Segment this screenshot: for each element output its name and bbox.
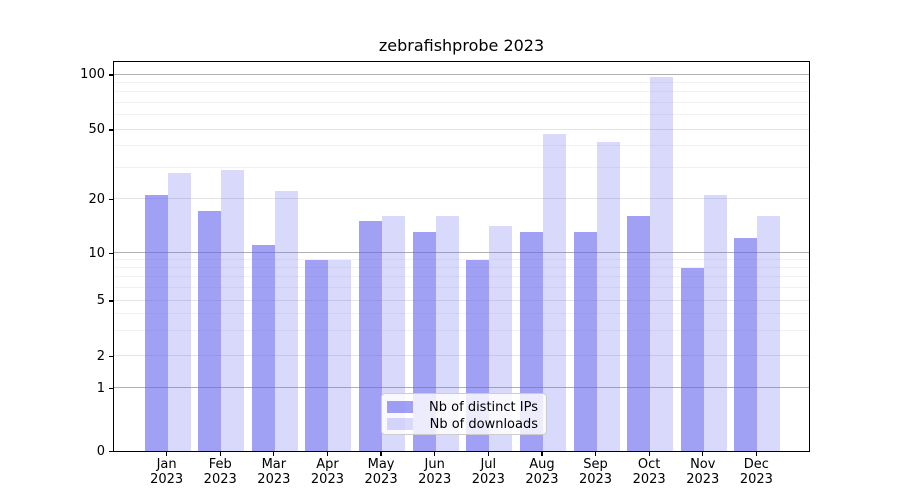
y-axis-tick-label: 20: [88, 191, 105, 207]
bar-downloads: [274, 191, 298, 451]
gridline-minor: [114, 91, 809, 93]
plot-area: Nb of distinct IPs Nb of downloads: [113, 60, 810, 452]
x-axis-tick-label: Mar 2023: [257, 456, 291, 487]
x-axis-tick-label: Feb 2023: [203, 456, 237, 487]
bar-downloads: [596, 142, 620, 451]
bar-downloads: [382, 215, 406, 451]
bar-downloads: [650, 77, 674, 451]
bar-downloads: [167, 173, 191, 451]
bar-downloads: [757, 215, 781, 451]
gridline-minor: [114, 267, 809, 269]
bar-downloads: [435, 215, 459, 451]
bar-distinct-ips: [734, 238, 758, 451]
gridline-minor: [114, 313, 809, 315]
x-axis-tick-label: Sep 2023: [578, 456, 613, 487]
bar-distinct-ips: [305, 259, 329, 451]
x-axis-tick-label: Dec 2023: [739, 456, 773, 487]
bar-distinct-ips: [573, 232, 597, 451]
legend-swatch-downloads: [387, 418, 413, 430]
gridline-minor: [114, 287, 809, 289]
y-axis-tick: [108, 198, 113, 201]
gridline-major: [114, 198, 809, 199]
x-axis-tick: [273, 451, 275, 456]
x-axis-tick-label: Apr 2023: [310, 456, 344, 487]
bar-downloads: [328, 259, 352, 451]
legend-label-downloads: Nb of downloads: [429, 416, 538, 432]
gridline-minor: [114, 81, 809, 83]
y-axis-tick: [108, 387, 113, 390]
x-axis-tick-label: Oct 2023: [632, 456, 666, 487]
x-axis-tick: [702, 451, 704, 456]
y-axis-tick-label: 0: [96, 443, 105, 459]
bar-downloads: [221, 170, 245, 451]
x-axis-tick: [594, 451, 597, 456]
x-axis-tick: [755, 451, 758, 456]
gridline-major: [114, 299, 809, 301]
gridline-major: [114, 252, 809, 253]
x-axis-tick: [434, 451, 436, 456]
bar-distinct-ips: [627, 215, 651, 451]
gridline-minor: [114, 259, 809, 261]
gridline-minor: [114, 167, 809, 169]
x-axis-tick: [326, 451, 329, 456]
x-axis-tick: [487, 451, 489, 456]
y-axis-tick-label: 1: [96, 380, 105, 396]
bar-distinct-ips: [144, 194, 168, 451]
y-axis-tick-label: 2: [96, 348, 105, 364]
bar-downloads: [703, 194, 727, 451]
gridline-minor: [114, 114, 809, 116]
y-axis-tick: [108, 450, 113, 453]
gridline-minor: [114, 330, 809, 332]
y-axis-tick: [108, 74, 113, 76]
gridline-minor: [114, 276, 809, 278]
gridline-major: [114, 387, 809, 388]
x-axis-tick-label: Jul 2023: [471, 456, 505, 487]
x-axis-tick: [648, 451, 650, 456]
x-axis-tick-label: Nov 2023: [686, 456, 720, 487]
y-axis-tick: [108, 252, 113, 255]
x-axis-tick-label: Jun 2023: [418, 456, 452, 487]
legend-item-downloads: Nb of downloads: [387, 416, 538, 433]
y-axis-tick-label: 10: [88, 245, 105, 261]
legend-swatch-distinct-ips: [387, 401, 413, 413]
bar-distinct-ips: [359, 220, 383, 451]
gridline-minor: [114, 145, 809, 147]
x-axis-tick: [219, 451, 221, 456]
bar-distinct-ips: [198, 211, 222, 451]
x-axis-tick: [541, 451, 543, 456]
gridline-major: [114, 73, 809, 75]
y-axis-tick-label: 100: [80, 67, 105, 82]
y-axis-tick: [108, 129, 113, 131]
x-axis-tick-label: Jan 2023: [150, 456, 184, 487]
y-axis-tick: [108, 355, 113, 358]
x-axis-tick: [380, 451, 382, 456]
y-axis-tick-label: 50: [88, 122, 105, 137]
bar-distinct-ips: [680, 267, 704, 451]
legend-item-distinct-ips: Nb of distinct IPs: [387, 399, 538, 416]
gridline-major: [114, 128, 809, 130]
x-axis-tick-label: May 2023: [364, 456, 398, 487]
legend: Nb of distinct IPs Nb of downloads: [381, 392, 547, 435]
legend-label-distinct-ips: Nb of distinct IPs: [429, 399, 538, 415]
gridline-major: [114, 355, 809, 356]
bar-distinct-ips: [251, 245, 275, 451]
gridline-minor: [114, 101, 809, 103]
bar-downloads: [542, 133, 566, 451]
chart-title: zebrafishprobe 2023: [378, 36, 545, 55]
y-axis-tick: [108, 300, 113, 302]
x-axis-tick: [165, 451, 168, 456]
x-axis-tick-label: Aug 2023: [525, 456, 559, 487]
y-axis-tick-label: 5: [96, 293, 105, 308]
